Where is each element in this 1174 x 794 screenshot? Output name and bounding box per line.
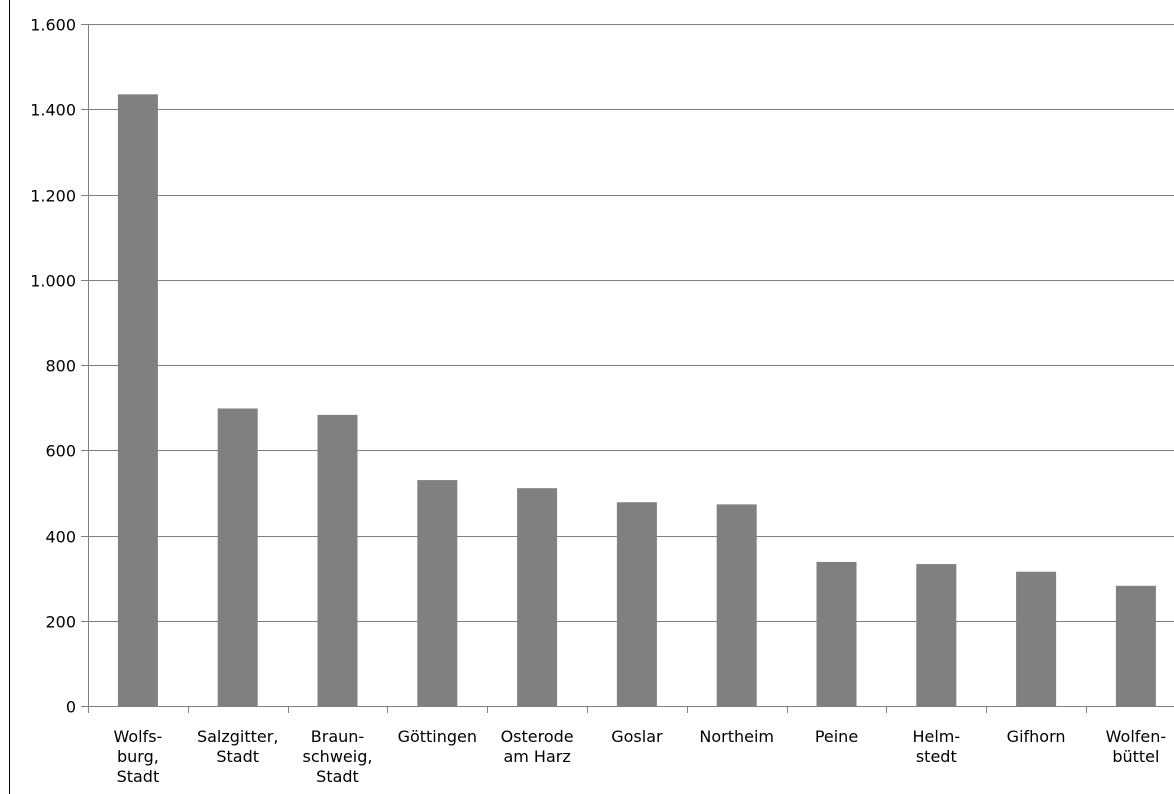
y-tick-label: 600 bbox=[45, 442, 76, 461]
gridlines bbox=[88, 24, 1174, 622]
y-tick-labels: 0 200 400 600 800 1.000 1.200 1.400 1.600 bbox=[30, 16, 76, 717]
x-category-label: Göttingen bbox=[398, 727, 477, 746]
bar bbox=[217, 408, 258, 706]
bar bbox=[716, 504, 757, 706]
y-tick-label: 1.600 bbox=[30, 16, 76, 35]
x-category-label: Salzgitter, Stadt bbox=[197, 727, 278, 766]
x-category-label: Braun-schweig, Stadt bbox=[303, 727, 373, 786]
bar bbox=[417, 480, 458, 706]
x-category-label: Gifhorn bbox=[1007, 727, 1066, 746]
y-tick-label: 400 bbox=[45, 528, 76, 547]
x-category-label: Helm-stedt bbox=[912, 727, 960, 766]
x-category-label: Osterode am Harz bbox=[501, 727, 574, 766]
axes bbox=[9, 0, 1174, 794]
x-category-label: Wolfen-büttel bbox=[1106, 727, 1167, 766]
x-category-label: Wolfs-burg, Stadt bbox=[113, 727, 162, 786]
x-category-label: Northeim bbox=[699, 727, 774, 746]
bar bbox=[1115, 585, 1156, 706]
bar bbox=[816, 561, 857, 706]
y-tick-label: 1.200 bbox=[30, 187, 76, 206]
bar bbox=[117, 94, 158, 707]
y-tick-label: 200 bbox=[45, 613, 76, 632]
bar bbox=[317, 414, 358, 706]
bar bbox=[517, 488, 558, 706]
x-category-label: Peine bbox=[815, 727, 858, 746]
x-category-label: Goslar bbox=[611, 727, 663, 746]
bars bbox=[117, 94, 1156, 707]
y-tick-label: 800 bbox=[45, 357, 76, 376]
y-tick-label: 1.400 bbox=[30, 101, 76, 120]
y-tick-label: 1.000 bbox=[30, 272, 76, 291]
bar bbox=[1016, 571, 1057, 706]
bar bbox=[616, 502, 657, 706]
x-category-labels: Wolfs-burg, Stadt Salzgitter, Stadt Braun-sc… bbox=[113, 727, 1166, 786]
bar bbox=[916, 564, 957, 706]
y-tick-label: 0 bbox=[66, 698, 76, 717]
